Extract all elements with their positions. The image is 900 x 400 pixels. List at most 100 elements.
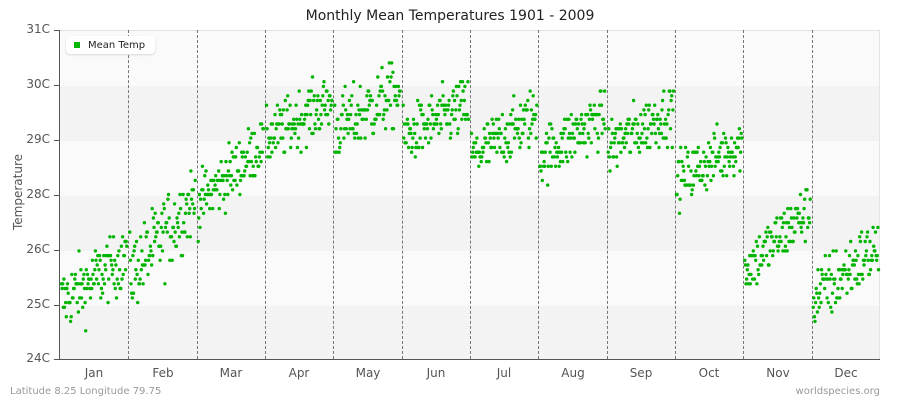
data-point — [358, 84, 362, 89]
data-point — [481, 150, 485, 154]
data-point — [859, 230, 864, 234]
data-point — [394, 98, 399, 103]
month-divider — [607, 30, 608, 359]
data-point — [85, 272, 90, 277]
data-point — [670, 145, 674, 150]
data-point — [789, 216, 794, 220]
data-point — [502, 155, 506, 159]
data-point — [92, 282, 96, 286]
data-point — [222, 174, 226, 178]
data-point — [292, 122, 296, 126]
data-point — [454, 108, 458, 112]
data-point — [423, 136, 428, 140]
data-point — [650, 131, 654, 136]
data-point — [298, 117, 302, 122]
grid-band — [60, 196, 879, 251]
data-point — [504, 141, 508, 145]
data-point — [812, 315, 817, 319]
data-point — [587, 136, 591, 140]
data-point — [84, 268, 89, 272]
data-point — [121, 272, 125, 277]
data-point — [518, 145, 522, 150]
month-divider — [333, 30, 334, 359]
data-point — [292, 117, 296, 122]
data-point — [84, 329, 88, 333]
data-point — [89, 277, 93, 281]
footer-source[interactable]: worldspecies.org — [795, 386, 880, 397]
data-point — [690, 188, 694, 192]
data-point — [576, 122, 581, 126]
data-point — [608, 145, 613, 150]
data-point — [288, 103, 292, 107]
data-point — [439, 122, 443, 126]
data-point — [351, 127, 355, 131]
data-point — [162, 202, 166, 206]
data-point — [117, 249, 121, 253]
data-point — [655, 117, 659, 122]
data-point — [422, 127, 426, 131]
data-point — [721, 174, 725, 178]
data-point — [853, 249, 858, 253]
data-point — [261, 127, 266, 131]
data-point — [495, 131, 500, 136]
data-point — [378, 89, 382, 93]
legend[interactable]: Mean Temp — [66, 36, 156, 54]
data-point — [451, 94, 455, 98]
data-point — [871, 225, 875, 230]
data-point — [77, 249, 81, 253]
data-point — [456, 127, 460, 131]
data-point — [240, 155, 244, 159]
data-point — [177, 235, 182, 239]
data-point — [266, 155, 270, 159]
data-point — [101, 277, 105, 281]
data-point — [62, 277, 66, 281]
data-point — [451, 89, 456, 93]
data-point — [774, 235, 778, 239]
month-divider — [812, 30, 813, 359]
data-point — [489, 145, 494, 150]
data-point — [801, 221, 806, 225]
x-tick-label: May — [355, 366, 381, 380]
data-point — [564, 150, 568, 154]
y-tick — [54, 85, 59, 86]
data-point — [471, 145, 475, 150]
data-point — [688, 183, 693, 187]
data-point — [582, 122, 587, 126]
data-point — [708, 145, 713, 150]
data-point — [789, 206, 793, 211]
data-point — [833, 300, 838, 305]
data-point — [449, 112, 454, 117]
data-point — [783, 249, 787, 253]
data-point — [226, 169, 231, 173]
data-point — [541, 150, 545, 154]
data-point — [578, 131, 582, 136]
data-point — [709, 164, 714, 168]
data-point — [389, 75, 393, 79]
data-point — [111, 268, 115, 272]
data-point — [671, 89, 676, 93]
data-point — [560, 136, 564, 140]
data-point — [270, 150, 274, 154]
data-point — [431, 127, 436, 131]
data-point — [102, 253, 106, 258]
data-point — [744, 277, 749, 281]
data-point — [385, 108, 389, 112]
data-point — [500, 112, 505, 117]
data-point — [119, 286, 123, 291]
data-point — [686, 164, 691, 168]
data-point — [498, 145, 502, 150]
data-point — [327, 122, 331, 126]
data-point — [243, 155, 248, 159]
data-point — [278, 108, 282, 112]
data-point — [643, 112, 647, 117]
data-point — [337, 150, 341, 154]
data-point — [299, 150, 303, 154]
data-point — [279, 112, 284, 117]
data-point — [873, 249, 877, 253]
data-point — [737, 127, 742, 131]
data-point — [610, 117, 614, 122]
data-point — [473, 155, 477, 159]
data-point — [597, 112, 601, 117]
data-point — [863, 239, 867, 244]
data-point — [636, 145, 641, 150]
